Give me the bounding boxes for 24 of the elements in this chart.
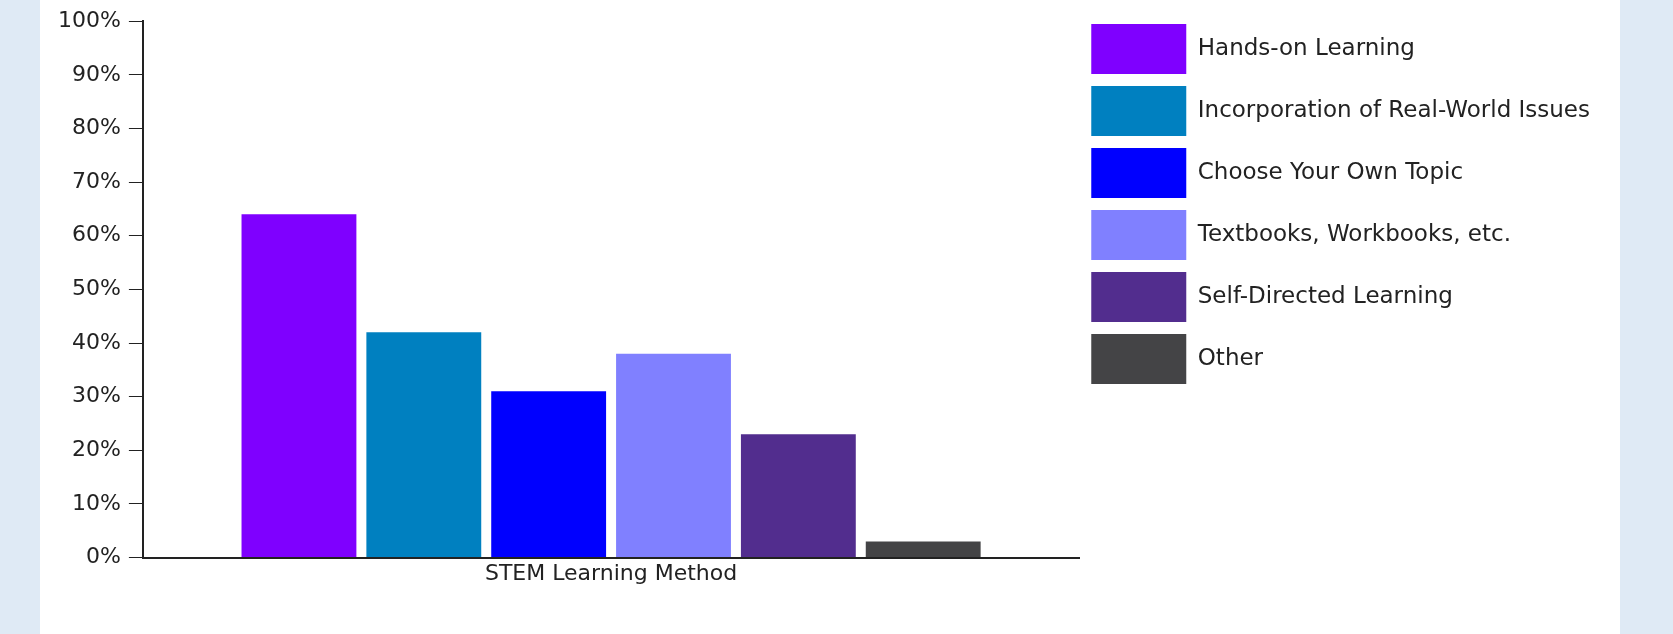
bar xyxy=(491,391,607,558)
y-tick-label: 70% xyxy=(71,167,121,193)
bar xyxy=(241,214,357,558)
y-tick-label: 80% xyxy=(71,114,121,140)
y-tick-label: 40% xyxy=(71,328,121,354)
y-tick-label: 60% xyxy=(71,221,121,247)
y-tick-label: 0% xyxy=(85,543,121,569)
legend-label: Choose Your Own Topic xyxy=(1197,157,1464,184)
y-tick-label: 50% xyxy=(71,275,121,301)
legend-label: Incorporation of Real-World Issues xyxy=(1197,95,1591,122)
bar xyxy=(616,353,731,558)
y-tick-label: 20% xyxy=(71,436,121,462)
bar xyxy=(865,541,981,558)
x-tick-label: STEM Learning Method xyxy=(484,559,738,585)
bar xyxy=(740,434,856,558)
legend-label: Hands-on Learning xyxy=(1197,33,1415,60)
legend-label: Self-Directed Learning xyxy=(1197,281,1453,308)
y-tick-label: 30% xyxy=(71,382,121,408)
y-tick-label: 10% xyxy=(71,489,121,515)
legend-label: Other xyxy=(1197,343,1264,370)
bar xyxy=(366,332,482,558)
legend-label: Textbooks, Workbooks, etc. xyxy=(1196,219,1511,246)
y-tick-label: 90% xyxy=(71,60,121,86)
y-tick-label: 100% xyxy=(57,6,121,32)
